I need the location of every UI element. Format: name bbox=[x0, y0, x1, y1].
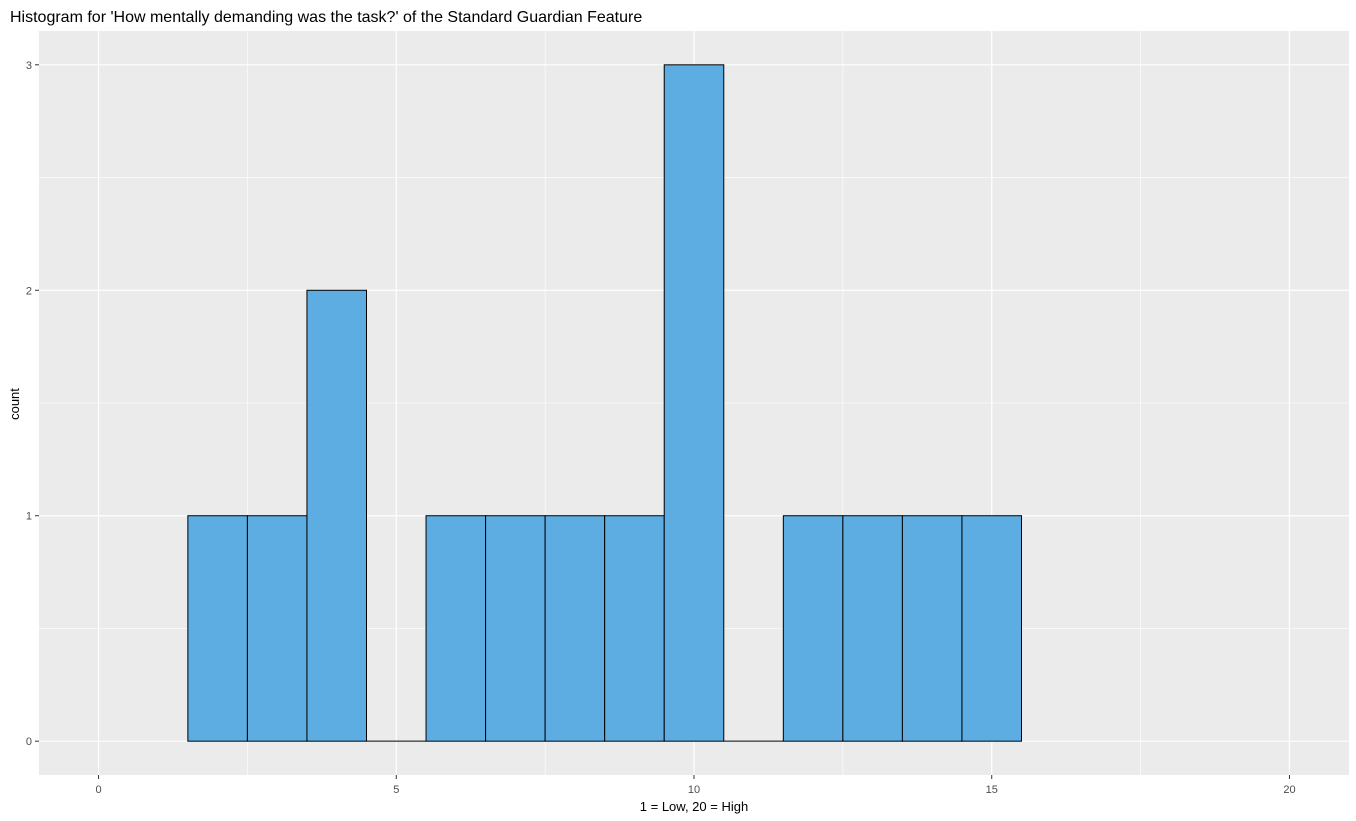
histogram-bar bbox=[604, 515, 665, 742]
y-tick-label: 1 bbox=[26, 511, 32, 523]
histogram-bar bbox=[246, 515, 308, 742]
chart-title: Histogram for 'How mentally demanding wa… bbox=[10, 9, 642, 26]
y-tick-label: 0 bbox=[26, 736, 32, 748]
histogram-bar bbox=[306, 289, 368, 742]
y-tick-label: 3 bbox=[26, 60, 32, 72]
histogram-bar bbox=[544, 515, 606, 742]
x-axis-title: 1 = Low, 20 = High bbox=[640, 799, 748, 814]
histogram-bar bbox=[782, 515, 844, 742]
y-axis-title: count bbox=[7, 388, 22, 420]
histogram-bar bbox=[842, 515, 903, 742]
histogram-bar bbox=[187, 515, 248, 742]
x-tick-label: 0 bbox=[95, 784, 101, 796]
x-tick-label: 5 bbox=[393, 784, 399, 796]
histogram-bar bbox=[961, 515, 1022, 742]
x-tick-label: 15 bbox=[986, 784, 998, 796]
histogram-bars bbox=[187, 64, 1022, 742]
histogram-bar bbox=[485, 515, 546, 742]
x-tick-label: 10 bbox=[688, 784, 700, 796]
x-tick-label: 20 bbox=[1283, 784, 1295, 796]
x-axis-ticks: 0 5 10 15 20 bbox=[95, 775, 1296, 796]
histogram-bar bbox=[901, 515, 963, 742]
y-axis-ticks: 0 1 2 3 bbox=[26, 60, 39, 748]
y-tick-label: 2 bbox=[26, 285, 32, 297]
histogram-bar bbox=[425, 515, 487, 742]
histogram-bar bbox=[663, 64, 725, 742]
